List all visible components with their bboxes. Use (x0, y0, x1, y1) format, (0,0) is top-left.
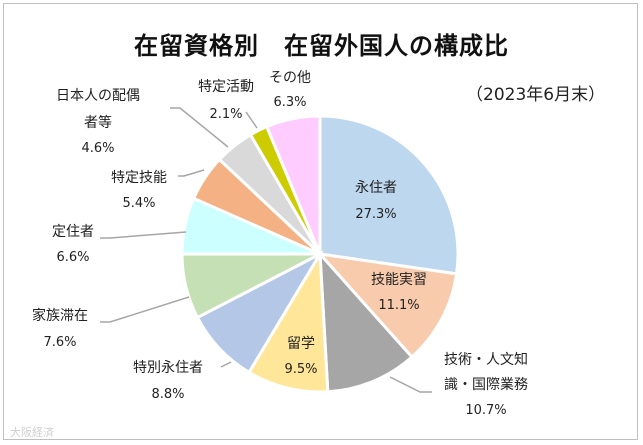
slice-label: 技能実習 (371, 272, 427, 288)
slice-value-label: 6.3% (273, 95, 306, 110)
leader-line (389, 376, 432, 393)
slice-label: 定住者 (52, 224, 94, 240)
watermark: 大阪経済 (10, 426, 54, 439)
slice-value-label: 4.6% (81, 141, 114, 156)
pie-slice (316, 251, 459, 360)
leader-line (170, 107, 229, 148)
slice-value-label: 9.5% (284, 362, 317, 377)
chart-subtitle: （2023年6月末） (466, 85, 606, 105)
slice-label: その他 (269, 70, 311, 86)
slice-value-label: 8.8% (151, 387, 184, 402)
slice-label: 留学 (287, 336, 315, 352)
leader-line (100, 296, 190, 323)
leader-line (220, 361, 232, 368)
slice-label: 特定技能 (111, 170, 167, 186)
slice-value-label: 7.6% (43, 335, 76, 350)
slice-value-label: 27.3% (355, 207, 396, 222)
slice-value-label: 10.7% (465, 403, 506, 418)
slice-label: 識・国際業務 (444, 377, 528, 393)
slice-value-label: 6.6% (56, 250, 89, 265)
slice-label: 技術・人文知 (444, 351, 528, 368)
pie-slice (264, 114, 322, 255)
pie-slice (246, 249, 330, 394)
pie-slice (318, 249, 415, 394)
slice-label: 家族滞在 (32, 307, 88, 324)
slice-label: 日本人の配偶 (56, 88, 140, 104)
chart-title: 在留資格別 在留外国人の構成比 (134, 32, 509, 60)
leader-line (178, 169, 205, 177)
slice-label: 特定活動 (198, 79, 254, 95)
slice-label: 特別永住者 (133, 360, 203, 376)
slice-label: 者等 (84, 114, 112, 131)
slice-value-label: 11.1% (378, 298, 419, 313)
pie-slice (318, 114, 460, 276)
slice-value-label: 2.1% (209, 107, 242, 122)
leader-line (100, 231, 187, 239)
slice-value-label: 5.4% (122, 196, 155, 211)
leader-line (245, 111, 258, 129)
slice-label: 永住者 (355, 180, 397, 196)
